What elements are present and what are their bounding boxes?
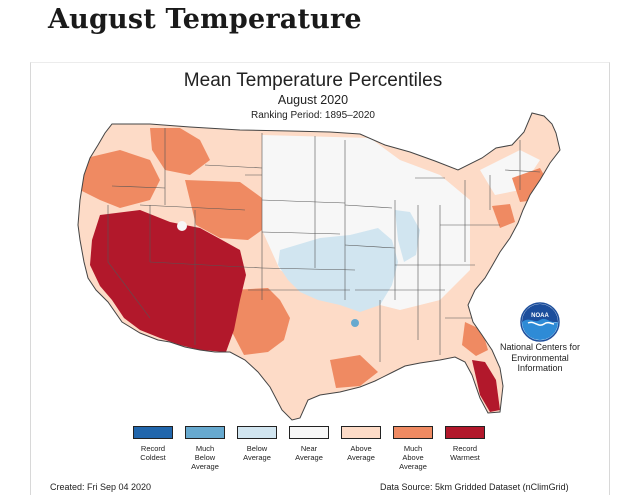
data-source: Data Source: 5km Gridded Dataset (nClimG… <box>380 482 569 492</box>
legend-label: Much Above Average <box>399 444 427 471</box>
legend-swatch <box>445 426 485 439</box>
much-above-average-texas-gulf <box>330 355 378 388</box>
legend-item-record-warmest: Record Warmest <box>440 426 490 462</box>
legend-swatch <box>185 426 225 439</box>
legend-swatch <box>237 426 277 439</box>
below-average-region-illinois <box>395 210 420 262</box>
near-average-patch-utah <box>177 221 187 231</box>
legend: Record Coldest Much Below Average Below … <box>128 426 498 474</box>
legend-item-above-average: Above Average <box>336 426 386 462</box>
legend-item-much-below-average: Much Below Average <box>180 426 230 471</box>
map-subtitle: August 2020 <box>277 93 349 107</box>
noaa-logo-icon: NOAA <box>520 302 560 342</box>
much-above-average-pacific-northwest <box>78 150 160 208</box>
legend-label: Above Average <box>347 444 375 462</box>
legend-item-record-coldest: Record Coldest <box>128 426 178 462</box>
much-above-average-nj <box>492 204 515 228</box>
legend-label: Below Average <box>243 444 271 462</box>
legend-label: Much Below Average <box>191 444 219 471</box>
map-title: Mean Temperature Percentiles <box>183 70 443 91</box>
much-above-average-wyoming <box>185 180 262 240</box>
legend-swatch <box>133 426 173 439</box>
ranking-period: Ranking Period: 1895–2020 <box>251 110 375 121</box>
legend-swatch <box>393 426 433 439</box>
agency-name: National Centers for Environmental Infor… <box>499 342 581 373</box>
legend-item-below-average: Below Average <box>232 426 282 462</box>
much-below-average-spot <box>351 319 359 327</box>
state-boundaries <box>107 128 541 362</box>
record-warmest-florida <box>472 360 500 412</box>
legend-label: Record Coldest <box>140 444 166 462</box>
near-average-region-northeast <box>480 150 540 195</box>
below-average-region <box>278 228 398 312</box>
legend-swatch <box>289 426 329 439</box>
legend-label: Near Average <box>295 444 323 462</box>
us-temperature-map <box>77 112 561 421</box>
legend-label: Record Warmest <box>450 444 480 462</box>
legend-item-much-above-average: Much Above Average <box>388 426 438 471</box>
much-above-average-texas-west <box>232 288 290 355</box>
created-date: Created: Fri Sep 04 2020 <box>50 482 152 492</box>
svg-text:NOAA: NOAA <box>531 313 549 319</box>
record-warmest-southwest <box>90 210 246 352</box>
legend-item-near-average: Near Average <box>284 426 334 462</box>
page-title: August Temperature <box>48 4 362 35</box>
legend-swatch <box>341 426 381 439</box>
